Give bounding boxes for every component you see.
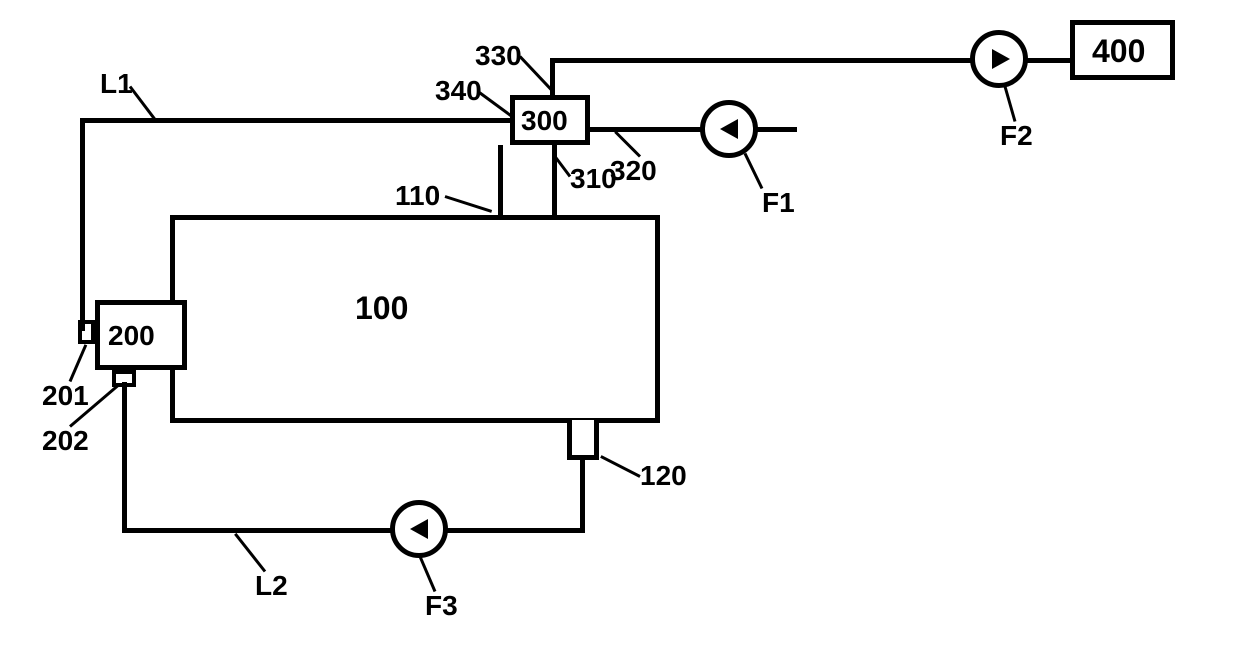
leader-ld_L2 xyxy=(234,533,266,573)
arrow-left-icon xyxy=(410,519,428,539)
label-F1: F1 xyxy=(762,187,795,219)
schematic-diagram: L1 L2 100 200 300 400 201 202 110 310 32… xyxy=(0,0,1239,658)
leader-ld_F1 xyxy=(744,153,764,189)
label-120: 120 xyxy=(640,460,687,492)
label-340: 340 xyxy=(435,75,482,107)
box-100 xyxy=(170,215,660,423)
label-L1: L1 xyxy=(100,68,133,100)
line-300-to-F1 xyxy=(590,127,702,132)
leader-ld_201 xyxy=(69,344,88,382)
label-202: 202 xyxy=(42,425,89,457)
line-L1-top xyxy=(80,118,510,123)
label-F3: F3 xyxy=(425,590,458,622)
pump-F3 xyxy=(390,500,448,558)
leader-ld_320 xyxy=(614,130,641,157)
label-300: 300 xyxy=(521,105,568,137)
leader-ld_120 xyxy=(600,455,640,478)
label-100: 100 xyxy=(355,290,408,327)
label-320: 320 xyxy=(610,155,657,187)
pump-F1 xyxy=(700,100,758,158)
line-L2-up xyxy=(122,382,127,532)
label-330: 330 xyxy=(475,40,522,72)
line-L2-bottom xyxy=(122,528,585,533)
line-L2-down xyxy=(580,458,585,531)
arrow-right-icon xyxy=(992,49,1010,69)
leader-ld_110 xyxy=(445,195,493,213)
line-110-down xyxy=(498,145,503,218)
label-200: 200 xyxy=(108,320,155,352)
label-201: 201 xyxy=(42,380,89,412)
label-110: 110 xyxy=(395,180,440,212)
leader-ld_340 xyxy=(477,90,513,117)
pump-F2 xyxy=(970,30,1028,88)
arrow-left-icon xyxy=(720,119,738,139)
line-330-to-F2 xyxy=(550,58,972,63)
line-F2-to-400 xyxy=(1027,58,1072,63)
port-120 xyxy=(567,420,599,460)
line-F1-tail xyxy=(757,127,797,132)
leader-ld_F2 xyxy=(1004,86,1017,122)
leader-ld_L1 xyxy=(129,86,156,121)
leader-ld_330 xyxy=(519,55,554,92)
line-L1-down xyxy=(80,118,85,331)
label-L2: L2 xyxy=(255,570,288,602)
label-F2: F2 xyxy=(1000,120,1033,152)
leader-ld_F3 xyxy=(419,556,437,592)
label-400: 400 xyxy=(1092,33,1145,70)
